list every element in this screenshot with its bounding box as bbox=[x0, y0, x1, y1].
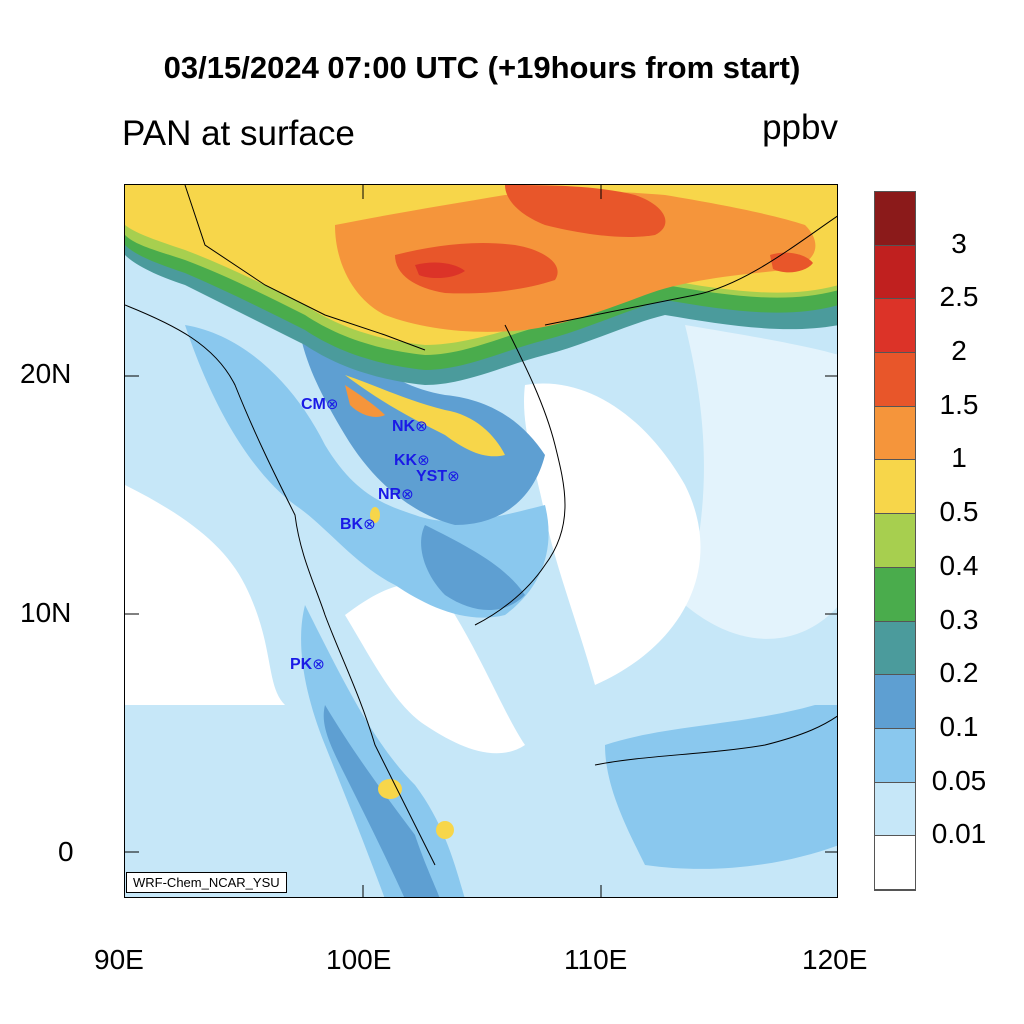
andaman-sea bbox=[125, 485, 285, 705]
station-NR: NR⊗ bbox=[378, 485, 414, 504]
concentration-field bbox=[125, 185, 837, 897]
field-1.0-patch bbox=[345, 385, 385, 417]
colorbar bbox=[874, 191, 916, 891]
station-NK: NK⊗ bbox=[392, 417, 428, 436]
station-marker-icon: ⊗ bbox=[363, 516, 376, 533]
field-0.05-borneo bbox=[605, 705, 837, 869]
coastlines bbox=[125, 185, 837, 866]
colorbar-box bbox=[875, 406, 915, 461]
colorbar-level-label: 0.3 bbox=[939, 603, 979, 635]
x-label-100E: 100E bbox=[326, 944, 392, 975]
station-marker-icon: ⊗ bbox=[312, 656, 325, 673]
field-1.0 bbox=[335, 191, 816, 332]
station-code: NR bbox=[378, 486, 402, 503]
x-label-90E: 90E bbox=[94, 944, 144, 975]
colorbar-level-label: 0.05 bbox=[931, 764, 987, 796]
colorbar-box bbox=[875, 192, 915, 246]
station-YST: YST⊗ bbox=[416, 467, 460, 486]
y-label-10N: 10N bbox=[20, 597, 72, 628]
station-marker-icon: ⊗ bbox=[417, 452, 430, 469]
station-BK: BK⊗ bbox=[340, 515, 376, 534]
colorbar-level-label: 0.2 bbox=[939, 657, 979, 689]
colorbar-box bbox=[875, 675, 915, 729]
station-PK: PK⊗ bbox=[290, 655, 325, 674]
field-0.05-peninsula bbox=[301, 605, 465, 897]
colorbar-box bbox=[875, 782, 915, 837]
station-marker-icon: ⊗ bbox=[415, 418, 428, 435]
field-1.5-c bbox=[770, 252, 813, 273]
field-1.5-b bbox=[505, 185, 666, 237]
colorbar-box bbox=[875, 567, 915, 622]
variable-label: PAN at surface bbox=[122, 114, 355, 153]
colorbar-level-label: 2.5 bbox=[939, 281, 979, 313]
model-credit: WRF-Chem_NCAR_YSU bbox=[126, 872, 287, 893]
station-code: BK bbox=[340, 516, 364, 533]
colorbar-box bbox=[875, 353, 915, 407]
station-code: CM bbox=[301, 396, 326, 413]
colorbar-level-label: 1.5 bbox=[939, 388, 979, 420]
station-code: PK bbox=[290, 656, 313, 673]
colorbar-level-label: 1 bbox=[951, 442, 967, 474]
colorbar-box bbox=[875, 299, 915, 354]
hotspot-b bbox=[436, 821, 454, 839]
station-marker-icon: ⊗ bbox=[325, 396, 339, 413]
x-label-110E: 110E bbox=[564, 944, 628, 975]
colorbar-box bbox=[875, 836, 915, 890]
hotspot-bangkok bbox=[370, 507, 380, 523]
colorbar-level-label: 3 bbox=[951, 227, 967, 259]
field-0.5-thailand-north bbox=[345, 375, 505, 457]
colorbar-level-label: 0.5 bbox=[939, 496, 979, 528]
station-CM: CM⊗ bbox=[301, 395, 338, 414]
colorbar-box bbox=[875, 245, 915, 300]
x-label-120E: 120E bbox=[802, 944, 868, 975]
field-2.0 bbox=[415, 262, 465, 279]
y-label-20N: 20N bbox=[20, 358, 72, 389]
colorbar-level-label: 0.4 bbox=[939, 549, 979, 581]
map-title: 03/15/2024 07:00 UTC (+19hours from star… bbox=[163, 50, 801, 85]
field-0.1-cambodia bbox=[421, 525, 525, 610]
field-1.5-a bbox=[395, 243, 558, 294]
station-code: KK bbox=[394, 452, 418, 469]
station-marker-icon: ⊗ bbox=[447, 468, 460, 485]
hotspot-a bbox=[378, 779, 402, 799]
colorbar-box bbox=[875, 728, 915, 783]
station-marker-icon: ⊗ bbox=[401, 486, 414, 503]
colorbar-level-label: 2 bbox=[951, 335, 967, 367]
colorbar-box bbox=[875, 460, 915, 515]
station-code: YST bbox=[416, 468, 448, 485]
pacific-low bbox=[685, 325, 837, 639]
colorbar-box bbox=[875, 621, 915, 676]
south-china-sea bbox=[524, 383, 701, 685]
colorbar-level-label: 0.1 bbox=[939, 710, 979, 742]
axis-ticks bbox=[125, 185, 837, 897]
station-KK: KK⊗ bbox=[394, 451, 430, 470]
y-label-0: 0 bbox=[58, 836, 74, 867]
field-0.1-sumatra bbox=[323, 705, 440, 897]
gulf-of-thailand bbox=[345, 584, 525, 754]
units-label: ppbv bbox=[762, 108, 838, 147]
colorbar-level-label: 0.01 bbox=[931, 818, 987, 850]
station-code: NK bbox=[392, 418, 416, 435]
colorbar-box bbox=[875, 514, 915, 568]
map-panel: CM⊗ NK⊗ KK⊗ YST⊗ NR⊗ BK⊗ PK⊗ bbox=[124, 184, 838, 898]
